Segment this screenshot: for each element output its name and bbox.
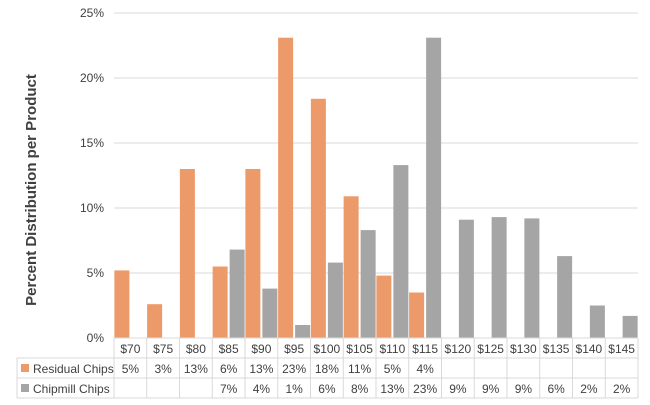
bar-chipmill-chips-125 [491, 217, 507, 338]
x-tick-label: $85 [219, 342, 239, 356]
bar-chipmill-chips-95 [295, 325, 311, 338]
bar-residual-chips-100 [310, 98, 326, 338]
data-label: 3% [154, 362, 172, 376]
x-tick-label: $140 [576, 342, 603, 356]
data-label: 9% [482, 382, 500, 396]
x-tick-label: $95 [284, 342, 304, 356]
bars [114, 37, 638, 338]
y-tick-label: 0% [87, 331, 105, 345]
bar-chipmill-chips-100 [327, 262, 343, 338]
bar-residual-chips-80 [179, 169, 195, 338]
x-tick-label: $145 [608, 342, 635, 356]
bar-chipmill-chips-90 [262, 288, 278, 338]
data-label: 6% [318, 382, 336, 396]
legend-swatch [21, 364, 29, 372]
data-label: 23% [413, 382, 437, 396]
bar-residual-chips-85 [212, 266, 228, 338]
x-tick-label: $80 [186, 342, 206, 356]
bar-chipmill-chips-130 [524, 218, 540, 338]
legend-label: Chipmill Chips [33, 382, 110, 396]
y-tick-label: 5% [87, 266, 105, 280]
bar-chipmill-chips-135 [557, 256, 573, 338]
data-label: 18% [315, 362, 339, 376]
data-label: 8% [351, 382, 369, 396]
x-tick-label: $130 [510, 342, 537, 356]
bar-residual-chips-95 [278, 37, 294, 338]
x-tick-label: $125 [477, 342, 504, 356]
y-axis-label: Percent Distribution per Product [23, 74, 40, 306]
data-table: $70 $75 $80 $85 $90 $95 $100 $105 $110 $115 $120 $1… [16, 337, 639, 399]
y-axis-ticks: 0% 5% 10% 15% 20% 25% [80, 6, 104, 345]
legend-swatch [21, 384, 29, 392]
data-label: 5% [122, 362, 140, 376]
data-label: 11% [348, 362, 371, 376]
data-label: 9% [515, 382, 533, 396]
bar-chipmill-chips-110 [393, 165, 409, 338]
bar-chipmill-chips-85 [229, 249, 245, 338]
data-label: 5% [384, 362, 402, 376]
data-label: 13% [380, 382, 404, 396]
bar-chipmill-chips-145 [622, 315, 638, 338]
x-tick-label: $100 [314, 342, 341, 356]
bar-residual-chips-75 [147, 304, 163, 338]
x-tick-label: $70 [120, 342, 140, 356]
legend-label: Residual Chips [33, 362, 114, 376]
bar-residual-chips-115 [409, 292, 425, 338]
x-tick-label: $120 [445, 342, 472, 356]
y-tick-label: 10% [80, 201, 104, 215]
x-tick-label: $135 [543, 342, 570, 356]
data-label: 4% [416, 362, 434, 376]
data-label: 13% [249, 362, 273, 376]
bar-residual-chips-105 [343, 196, 359, 338]
data-label: 1% [285, 382, 303, 396]
data-label: 2% [580, 382, 598, 396]
data-label: 6% [547, 382, 565, 396]
bar-chipmill-chips-120 [458, 219, 474, 338]
data-label: 7% [220, 382, 238, 396]
x-tick-label: $105 [346, 342, 373, 356]
bar-chipmill-chips-105 [360, 230, 376, 338]
bar-residual-chips-70 [114, 270, 130, 338]
data-label: 23% [282, 362, 306, 376]
data-label: 2% [613, 382, 631, 396]
data-label: 4% [253, 382, 271, 396]
y-tick-label: 15% [80, 136, 104, 150]
bar-chipmill-chips-115 [426, 37, 442, 338]
data-label: 6% [220, 362, 238, 376]
bar-chipmill-chips-140 [589, 305, 605, 338]
x-tick-label: $90 [251, 342, 271, 356]
data-label: 9% [449, 382, 467, 396]
y-tick-label: 25% [80, 6, 104, 20]
bar-residual-chips-110 [376, 275, 392, 338]
y-tick-label: 20% [80, 71, 104, 85]
x-tick-label: $75 [153, 342, 173, 356]
data-label: 13% [184, 362, 208, 376]
x-tick-label: $110 [379, 342, 405, 356]
x-tick-label: $115 [412, 342, 438, 356]
bar-residual-chips-90 [245, 169, 261, 338]
